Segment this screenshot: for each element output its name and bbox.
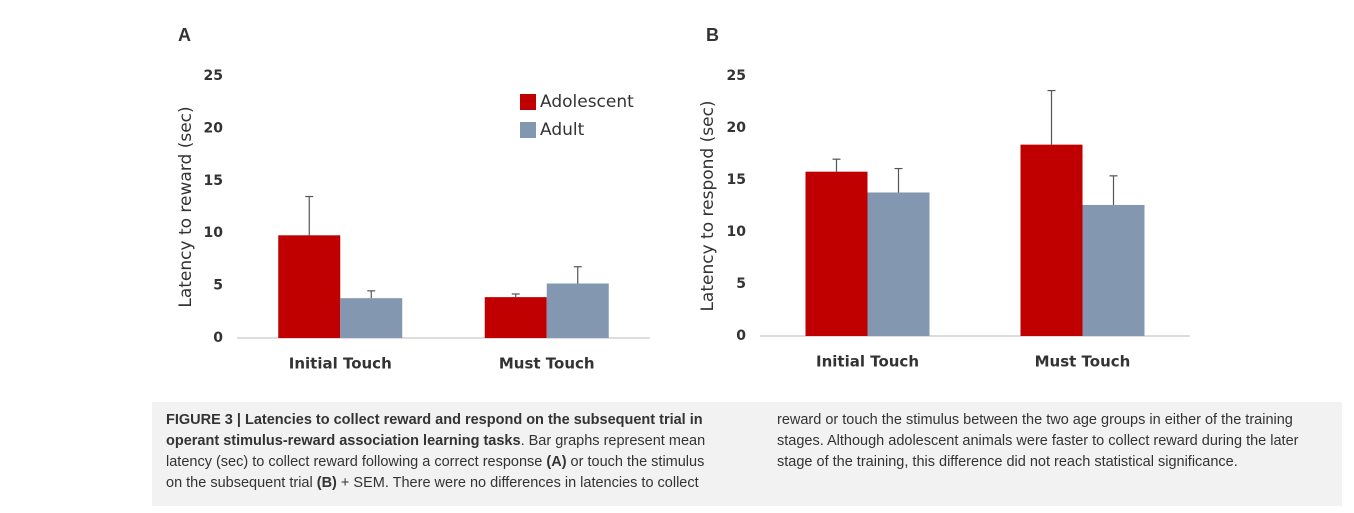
caption: FIGURE 3 | Latencies to collect reward a… <box>152 402 1342 506</box>
bar <box>278 235 341 338</box>
bar <box>867 192 930 336</box>
y-tick-label: 15 <box>204 173 223 189</box>
y-tick-label: 15 <box>727 172 746 188</box>
legend-swatch <box>520 122 536 138</box>
y-tick-label: 25 <box>204 68 223 84</box>
x-tick-label: Initial Touch <box>289 355 392 373</box>
y-tick-label: 20 <box>727 120 747 136</box>
caption-text: or touch the stimulus on the subsequent … <box>166 454 705 491</box>
caption-text: . Bar graphs represent mean latency (sec… <box>166 433 706 470</box>
y-tick-label: 0 <box>736 328 746 344</box>
legend-label: Adolescent <box>540 92 634 112</box>
figure: A Latency to reward (sec) 0 5 10 15 20 25 Initia… <box>176 25 1190 373</box>
caption-title: FIGURE 3 | Latencies to collect reward a… <box>166 412 703 449</box>
y-tick-label: 25 <box>727 68 746 84</box>
y-tick-label: 5 <box>213 278 223 294</box>
caption-ref: (B) <box>316 475 337 491</box>
panel-label: B <box>706 25 719 45</box>
bar <box>546 283 609 338</box>
panel-label: A <box>178 25 191 45</box>
y-axis-label: Latency to reward (sec) <box>176 106 196 307</box>
y-tick-label: 20 <box>204 120 224 136</box>
y-tick-label: 10 <box>727 224 747 240</box>
caption-text: + SEM. There were no differences in late… <box>336 412 1299 491</box>
x-tick-label: Must Touch <box>1035 353 1131 371</box>
y-tick-label: 0 <box>213 330 223 346</box>
bar <box>1020 144 1083 336</box>
legend-swatch <box>520 94 536 110</box>
bar <box>340 298 403 338</box>
bar <box>805 171 868 336</box>
x-tick-label: Initial Touch <box>816 353 919 371</box>
legend-label: Adult <box>540 120 585 140</box>
bar <box>1082 204 1145 336</box>
y-tick-label: 10 <box>204 225 224 241</box>
bar <box>484 297 547 338</box>
y-axis-label: Latency to respond (sec) <box>698 100 718 311</box>
caption-ref: (A) <box>546 454 567 470</box>
y-tick-label: 5 <box>736 276 746 292</box>
x-tick-label: Must Touch <box>499 355 595 373</box>
